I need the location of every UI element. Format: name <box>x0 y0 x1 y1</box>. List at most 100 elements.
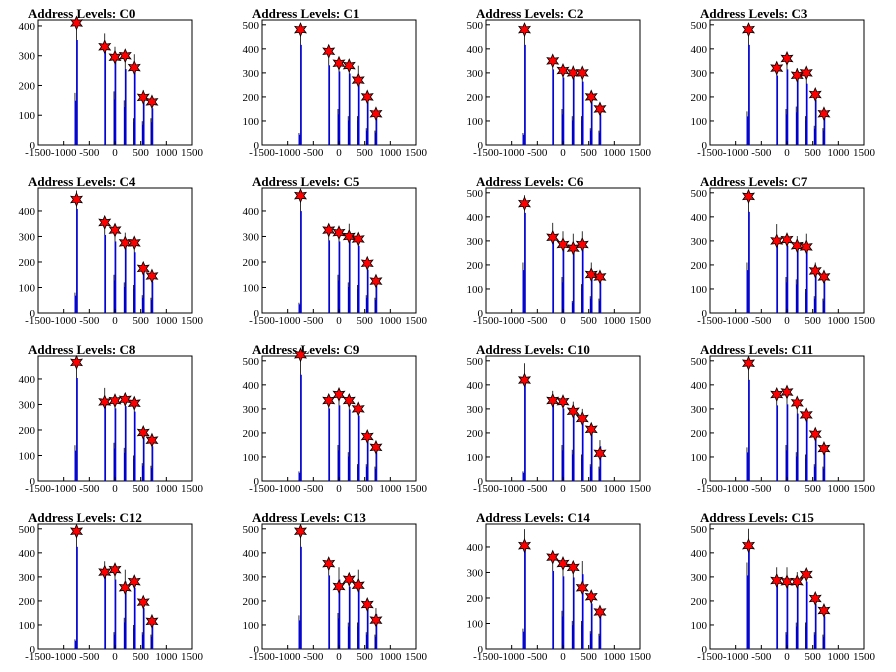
y-tick-label: 300 <box>467 68 484 80</box>
peak-marker <box>593 269 607 285</box>
x-tick-label: 0 <box>336 315 342 327</box>
peak-marker <box>108 222 122 238</box>
chart-svg: Address Levels: C13 0 100 200 300 400 500 -1500… <box>243 510 428 663</box>
chart-svg: Address Levels: C90100200300400500-1500-… <box>243 342 428 495</box>
chart-panel: Address Levels: C15 0 100 200 300 400 500 -1500… <box>672 504 896 672</box>
x-tick-label: -1500 <box>249 315 275 327</box>
peak-marker <box>790 574 804 590</box>
peak-marker <box>770 386 784 402</box>
peak-marker <box>770 233 784 249</box>
peak-marker <box>741 22 756 38</box>
chart-title: Address Levels: C12 <box>28 510 142 525</box>
peak-marker <box>546 229 560 245</box>
y-tick-label: 100 <box>19 282 36 294</box>
chart-title: Address Levels: C15 <box>700 510 814 525</box>
peak-marker <box>517 538 532 554</box>
peak-marker <box>98 394 112 410</box>
peak-marker <box>360 597 374 613</box>
x-tick-label: 1000 <box>603 315 626 327</box>
y-tick-label: 300 <box>691 572 708 584</box>
peak-marker <box>351 401 365 417</box>
y-tick-label: 300 <box>691 68 708 80</box>
x-tick-label: -500 <box>527 315 548 327</box>
y-tick-label: 300 <box>19 231 36 243</box>
peak-marker <box>817 106 831 122</box>
peak-marker <box>127 574 141 590</box>
x-tick-label: -1000 <box>51 315 77 327</box>
chart-panel: Address Levels: C6 0 100 200 300 400 500 -1500-… <box>448 168 672 336</box>
y-tick-label: 300 <box>19 572 36 584</box>
y-tick-label: 500 <box>691 524 708 536</box>
chart-title: Address Levels: C13 <box>252 510 366 525</box>
x-tick-label: 1000 <box>603 483 626 495</box>
x-tick-label: 0 <box>336 651 342 663</box>
chart-title: Address Levels: C5 <box>252 174 360 189</box>
x-tick-label: 1000 <box>603 147 626 159</box>
chart-svg: Address Levels: C5 0 100 200 300 400 -1500 -100… <box>243 174 428 327</box>
peak-marker <box>332 578 346 595</box>
chart-panel: Address Levels: C8 0 100 200 300 400 -1500 -100… <box>0 336 224 504</box>
y-tick-label: 400 <box>19 374 36 386</box>
x-tick-label: -1500 <box>249 147 275 159</box>
peak-marker <box>808 87 822 103</box>
y-tick-label: 400 <box>19 548 36 560</box>
y-tick-label: 100 <box>691 116 708 128</box>
y-tick-label: 200 <box>243 596 260 608</box>
peak-marker <box>780 574 794 590</box>
y-tick-label: 100 <box>467 618 484 630</box>
peak-marker <box>351 231 365 247</box>
x-tick-label: -1000 <box>51 147 77 159</box>
y-tick-label: 200 <box>691 260 708 272</box>
peak-marker <box>351 577 365 593</box>
chart-title: Address Levels: C3 <box>700 6 808 21</box>
peak-marker <box>584 267 598 283</box>
x-tick-label: -1500 <box>473 147 499 159</box>
x-tick-label: -1000 <box>499 651 525 663</box>
x-tick-label: 500 <box>356 315 373 327</box>
x-tick-label: -1500 <box>249 651 275 663</box>
peak-marker <box>293 347 308 363</box>
x-tick-label: 1500 <box>405 147 428 159</box>
chart-svg: Address Levels: C12 0 100 200 300 400 500 -1500… <box>19 510 204 663</box>
y-tick-label: 100 <box>243 282 260 294</box>
peak-marker <box>322 222 336 238</box>
x-tick-label: -1000 <box>275 315 301 327</box>
peak-marker <box>118 235 132 251</box>
x-tick-label: -1500 <box>25 651 51 663</box>
peak-marker <box>517 372 532 388</box>
peak-marker <box>517 196 532 212</box>
peak-marker <box>118 48 132 64</box>
peak-marker <box>332 225 346 241</box>
chart-svg: Address Levels: C0 0 100 200 300 400 -1500 -100… <box>19 6 204 159</box>
chart-title: Address Levels: C9 <box>252 342 360 357</box>
x-tick-label: -500 <box>303 147 324 159</box>
chart-svg: Address Levels: C8 0 100 200 300 400 -1500 -100… <box>19 342 204 495</box>
y-tick-label: 200 <box>691 428 708 440</box>
y-tick-label: 0 <box>702 140 708 152</box>
y-tick-label: 200 <box>243 257 260 269</box>
chart-panel: Address Levels: C1 0 100 200 300 400 500 -1500-… <box>224 0 448 168</box>
chart-title: Address Levels: C0 <box>28 6 135 21</box>
chart-title: Address Levels: C14 <box>476 510 590 525</box>
peak-marker <box>593 445 607 461</box>
peak-marker <box>332 386 346 402</box>
y-tick-label: 500 <box>467 20 484 32</box>
y-tick-label: 100 <box>19 110 36 122</box>
peak-marker <box>556 394 570 410</box>
peak-marker <box>98 564 112 580</box>
y-tick-label: 100 <box>467 452 484 464</box>
x-tick-label: -1000 <box>723 315 749 327</box>
y-tick-label: 300 <box>243 68 260 80</box>
x-tick-label: 1000 <box>379 651 402 663</box>
y-tick-label: 0 <box>30 140 36 152</box>
y-tick-label: 400 <box>467 212 484 224</box>
peak-marker <box>293 22 308 38</box>
peak-marker <box>546 53 560 69</box>
chart-panel: Address Levels: C0 0 100 200 300 400 -1500 -100… <box>0 0 224 168</box>
peak-marker <box>118 580 132 596</box>
y-tick-label: 300 <box>243 231 260 243</box>
x-tick-label: 500 <box>132 651 149 663</box>
peak-marker <box>332 55 346 71</box>
y-tick-label: 500 <box>691 188 708 200</box>
x-tick-label: 1000 <box>827 315 850 327</box>
